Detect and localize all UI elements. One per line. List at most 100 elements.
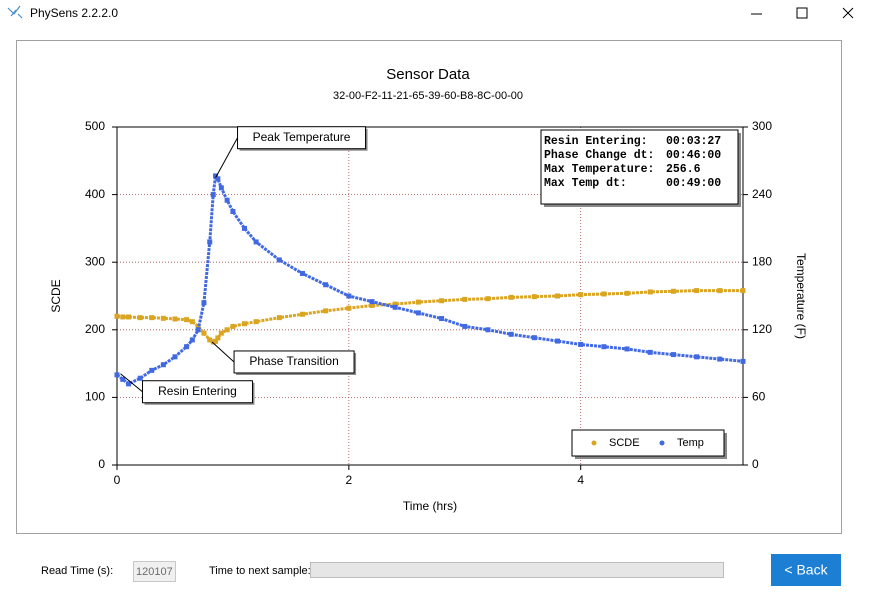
annotation-arrow — [215, 137, 238, 178]
y2-axis-label: Temperature (F) — [794, 253, 808, 339]
data-point — [253, 239, 259, 245]
data-point — [299, 270, 305, 276]
data-point — [184, 344, 190, 350]
data-point — [210, 192, 216, 198]
data-point — [670, 352, 676, 358]
data-point — [346, 305, 352, 311]
data-point — [485, 296, 491, 302]
data-point — [160, 315, 166, 321]
data-point — [694, 354, 700, 360]
data-point — [207, 239, 213, 245]
annotation-text: Resin Entering — [158, 384, 237, 398]
x-tick-label: 2 — [346, 473, 353, 487]
y2-tick-label: 240 — [752, 187, 772, 201]
data-point — [253, 319, 259, 325]
y2-tick-label: 0 — [752, 457, 759, 471]
data-point — [439, 316, 445, 322]
y-tick-label: 400 — [85, 187, 105, 201]
y-tick-label: 0 — [98, 457, 105, 471]
info-label: Phase Change dt: — [544, 149, 654, 162]
data-point — [215, 176, 221, 182]
data-point — [323, 282, 329, 288]
data-point — [740, 358, 746, 364]
x-tick-label: 4 — [577, 473, 584, 487]
data-point — [415, 310, 421, 316]
data-point — [215, 335, 221, 341]
annotation-box — [237, 126, 367, 150]
next-sample-label: Time to next sample: — [209, 565, 311, 577]
data-point — [694, 288, 700, 294]
back-button[interactable] — [771, 554, 841, 586]
maximize-button[interactable] — [796, 7, 808, 19]
annotation-arrow — [211, 341, 235, 363]
read-time-value: 120107 — [136, 566, 173, 578]
y2-tick-label: 180 — [752, 254, 772, 268]
data-point — [508, 331, 514, 337]
chart-subtitle: 32-00-F2-11-21-65-39-60-B8-8C-00-00 — [333, 90, 523, 102]
data-point — [392, 304, 398, 310]
info-box — [540, 129, 739, 205]
y2-tick-label: 300 — [752, 119, 772, 133]
back-button-label[interactable]: < Back — [784, 562, 828, 578]
y-tick-label: 200 — [85, 322, 105, 336]
data-point — [160, 362, 166, 368]
close-button[interactable] — [842, 7, 854, 19]
data-point — [189, 319, 195, 325]
data-point — [230, 209, 236, 214]
data-point — [207, 337, 213, 343]
data-point — [555, 293, 561, 299]
data-point — [137, 315, 143, 321]
y-axis-label: SCDE — [49, 279, 63, 312]
data-point — [201, 330, 207, 336]
data-point — [670, 288, 676, 294]
data-point — [172, 354, 178, 360]
data-point — [189, 337, 195, 343]
data-point — [601, 291, 607, 297]
data-point — [230, 323, 236, 329]
data-point — [149, 367, 155, 373]
data-point — [624, 346, 630, 352]
data-point — [647, 349, 653, 355]
data-point — [137, 375, 143, 381]
data-point — [172, 316, 178, 322]
annotation-arrow — [120, 373, 143, 393]
data-point — [740, 288, 746, 294]
data-point — [149, 315, 155, 321]
data-point — [462, 323, 468, 329]
legend-box — [571, 429, 725, 457]
legend-label: Temp — [677, 437, 704, 449]
data-point — [392, 301, 398, 307]
progress-bar — [310, 562, 724, 578]
info-label: Max Temp dt: — [544, 177, 627, 190]
data-point — [578, 341, 584, 347]
data-point — [485, 327, 491, 333]
data-point — [224, 327, 230, 333]
data-point — [717, 288, 723, 294]
y-tick-label: 100 — [85, 390, 105, 404]
data-point — [415, 299, 421, 305]
data-point — [201, 300, 207, 306]
chart-panel — [16, 40, 842, 534]
y-tick-label: 300 — [85, 254, 105, 268]
info-label: Resin Entering: — [544, 135, 648, 148]
data-point — [508, 294, 514, 300]
annotation-text: Phase Transition — [249, 354, 338, 368]
data-point — [195, 323, 201, 329]
window-title: PhySens 2.2.2.0 — [30, 6, 118, 20]
data-point — [224, 197, 230, 203]
info-value: 00:49:00 — [666, 177, 721, 190]
plot-frame — [116, 126, 744, 466]
app-icon — [7, 5, 23, 19]
annotation-box — [233, 350, 355, 374]
y2-tick-label: 60 — [752, 390, 766, 404]
legend-marker — [591, 440, 597, 446]
data-point — [213, 173, 219, 179]
info-label: Max Temperature: — [544, 163, 654, 176]
info-value: 00:03:27 — [666, 135, 721, 148]
data-point — [276, 315, 282, 321]
data-point — [114, 372, 120, 378]
data-point — [242, 225, 248, 231]
data-point — [276, 257, 282, 263]
data-point — [184, 317, 190, 323]
